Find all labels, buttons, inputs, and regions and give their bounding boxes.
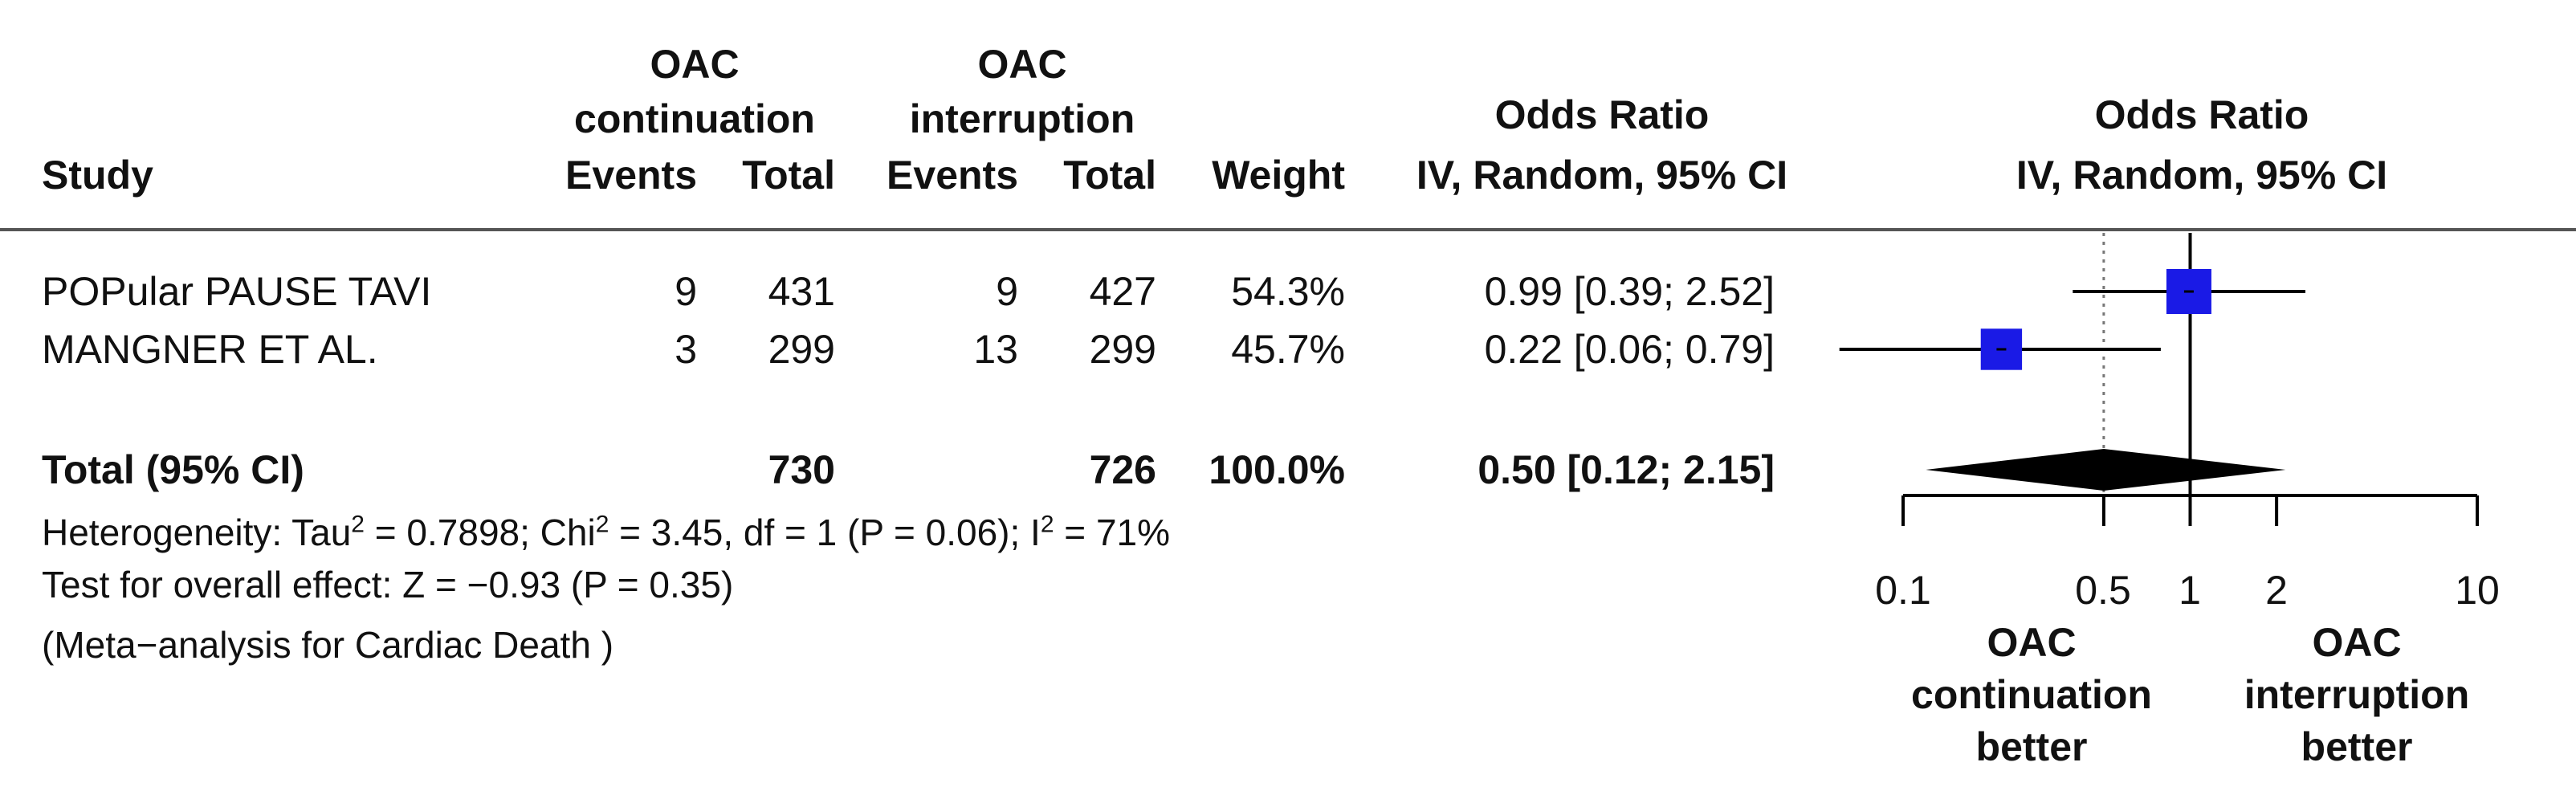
- group1-total-header: Total: [742, 153, 835, 198]
- favours-left-line3: better: [1975, 724, 2088, 769]
- weight-header: Weight: [1212, 153, 1345, 198]
- study-events1: 3: [675, 327, 697, 372]
- group1-header-line2: continuation: [574, 96, 815, 141]
- study-total2: 299: [1089, 327, 1156, 372]
- pooled-diamond: [1926, 449, 2286, 491]
- study-weight: 54.3%: [1231, 269, 1345, 314]
- study-total1: 299: [768, 327, 835, 372]
- favours-left-line1: OAC: [1987, 620, 2077, 665]
- study-name: MANGNER ET AL.: [42, 327, 378, 372]
- plot-header-line1: Odds Ratio: [2094, 92, 2309, 137]
- favours-right-line1: OAC: [2312, 620, 2402, 665]
- study-total1: 431: [768, 269, 835, 314]
- pooled-weight: 100.0%: [1209, 447, 1345, 492]
- group2-header-line1: OAC: [977, 42, 1067, 87]
- study-name: POPular PAUSE TAVI: [42, 269, 432, 314]
- header-rule: [0, 228, 2576, 231]
- favours-left-line2: continuation: [1911, 672, 2152, 717]
- plot-header-line2: IV, Random, 95% CI: [2016, 153, 2388, 198]
- tick-label: 1: [2179, 568, 2201, 613]
- tick-label: 10: [2455, 568, 2500, 613]
- pooled-label: Total (95% CI): [42, 447, 304, 492]
- study-total2: 427: [1089, 269, 1156, 314]
- or-header-line1: Odds Ratio: [1494, 92, 1710, 137]
- tick-label: 0.1: [1875, 568, 1931, 613]
- overall-effect-text: Test for overall effect: Z = −0.93 (P = …: [42, 564, 734, 605]
- group1-header-line1: OAC: [650, 42, 740, 87]
- study-ci-text: 0.99 [0.39; 2.52]: [1484, 269, 1775, 314]
- group2-header-line2: interruption: [909, 96, 1135, 141]
- pooled-total2: 726: [1089, 447, 1156, 492]
- study-events1: 9: [675, 269, 697, 314]
- group2-events-header: Events: [887, 153, 1018, 198]
- study-events2: 13: [973, 327, 1018, 372]
- study-ci-text: 0.22 [0.06; 0.79]: [1484, 327, 1775, 372]
- group1-events-header: Events: [565, 153, 697, 198]
- study-header: Study: [42, 153, 153, 198]
- favours-right-line2: interruption: [2244, 672, 2470, 717]
- pooled-ci-text: 0.50 [0.12; 2.15]: [1478, 447, 1775, 492]
- study-weight: 45.7%: [1231, 327, 1345, 372]
- or-header-line2: IV, Random, 95% CI: [1416, 153, 1788, 198]
- study-events2: 9: [996, 269, 1018, 314]
- pooled-total1: 730: [768, 447, 835, 492]
- tick-label: 2: [2265, 568, 2288, 613]
- favours-right-line3: better: [2301, 724, 2413, 769]
- heterogeneity-text: Heterogeneity: Tau2 = 0.7898; Chi2 = 3.4…: [42, 511, 1171, 553]
- analysis-note: (Meta−analysis for Cardiac Death ): [42, 624, 614, 666]
- group2-total-header: Total: [1063, 153, 1156, 198]
- tick-label: 0.5: [2075, 568, 2131, 613]
